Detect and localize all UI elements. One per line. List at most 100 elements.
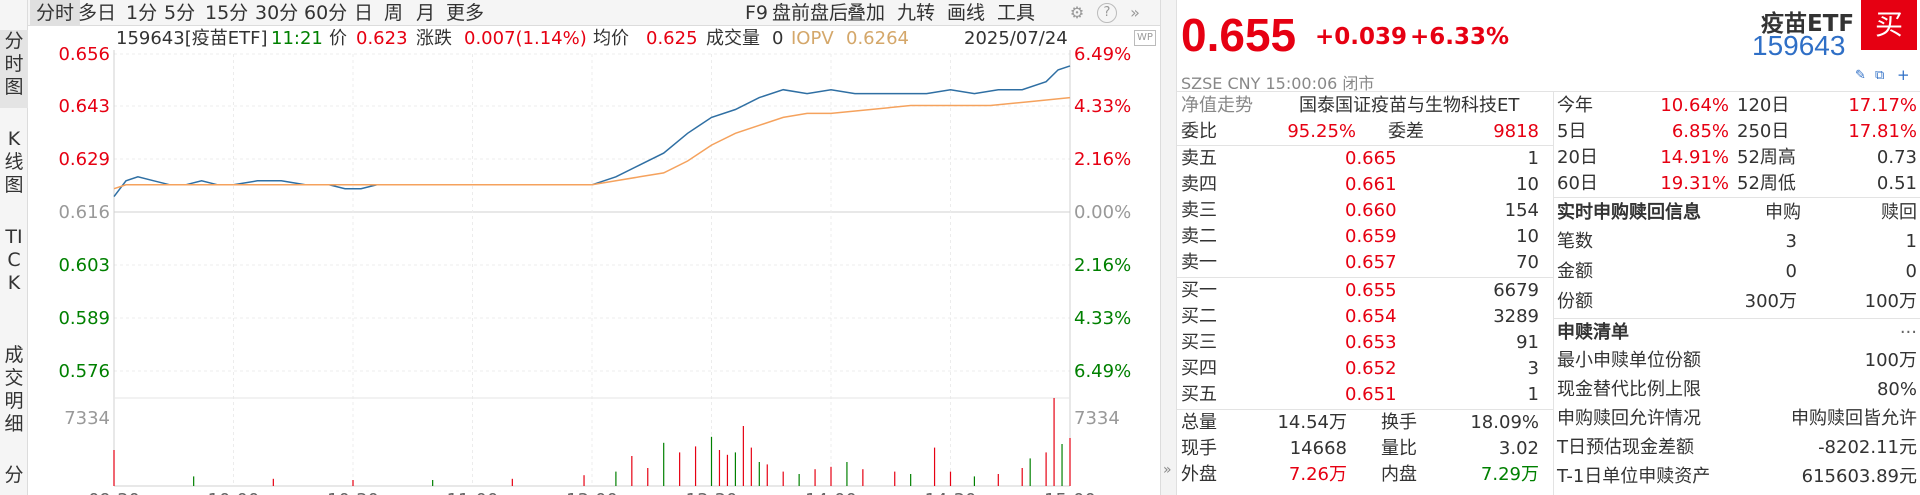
tab-kline-chart[interactable]: K线图	[4, 128, 24, 196]
redemption-list-label: 现金替代比例上限	[1557, 379, 1701, 400]
redemption-list-value: 80%	[1876, 379, 1917, 400]
edit-icon[interactable]: ✎	[1855, 68, 1866, 83]
y-pct-tick-label: 0.00%	[1074, 202, 1131, 223]
net-value-row[interactable]: 净值走势 国泰国证疫苗与生物科技ET	[1181, 93, 1541, 119]
ask-level-row[interactable]: 卖二 0.659 10	[1181, 224, 1541, 250]
toolbar-tool-3[interactable]: 九转	[897, 2, 936, 24]
bid-level-price: 0.651	[1345, 384, 1397, 405]
toolbar-tool-0[interactable]: F9	[745, 2, 769, 24]
wp-badge[interactable]: WP	[1134, 30, 1156, 46]
toolbar-period-1[interactable]: 多日	[78, 2, 117, 24]
y-pct-tick-label: 2.16%	[1074, 149, 1131, 170]
bid-level-row[interactable]: 买四 0.652 3	[1181, 356, 1541, 382]
settings-icon[interactable]: ⚙	[1069, 3, 1085, 22]
add-icon[interactable]: +	[1897, 66, 1910, 84]
redemption-list-row: 现金替代比例上限 80%	[1557, 377, 1917, 403]
bid-level-volume: 3289	[1493, 306, 1539, 327]
toolbar-period-5[interactable]: 30分	[255, 2, 299, 24]
ask-level-price: 0.659	[1345, 226, 1397, 247]
bid-level-price: 0.652	[1345, 358, 1397, 379]
ask-level-label: 卖二	[1181, 226, 1217, 247]
toolbar-tool-5[interactable]: 工具	[997, 2, 1036, 24]
volume-label: 成交量	[706, 28, 760, 49]
y-tick-label: 0.643	[58, 96, 110, 117]
toolbar-period-6[interactable]: 60分	[304, 2, 348, 24]
double-chevron-right-icon[interactable]: »	[1130, 3, 1140, 22]
toolbar-period-7[interactable]: 日	[354, 2, 374, 24]
y-pct-tick-label: 4.33%	[1074, 96, 1131, 117]
bid-level-label: 买二	[1181, 306, 1217, 327]
ask-level-volume: 10	[1516, 174, 1539, 195]
toolbar-tool-4[interactable]: 画线	[947, 2, 986, 24]
bid-level-volume: 91	[1516, 332, 1539, 353]
tab-tick[interactable]: TICK	[5, 226, 23, 294]
iopv-label: IOPV	[791, 28, 834, 49]
redemption-list-value: 100万	[1864, 350, 1917, 371]
last-price: 0.655	[1181, 9, 1297, 61]
x-tick-label: 13:30	[686, 490, 738, 495]
toolbar-tool-2[interactable]: 叠加	[847, 2, 886, 24]
bid-level-row[interactable]: 买五 0.651 1	[1181, 382, 1541, 408]
performance-label: 250日	[1737, 121, 1790, 142]
toolbar-period-8[interactable]: 周	[384, 2, 404, 24]
cursor-avg-price: 0.625	[646, 28, 698, 49]
bid-level-row[interactable]: 买二 0.654 3289	[1181, 304, 1541, 330]
subscription-title: 实时申购赎回信息	[1557, 202, 1701, 223]
avg-price-line	[113, 96, 1071, 190]
bid-level-row[interactable]: 买一 0.655 6679	[1181, 278, 1541, 304]
y-pct-tick-label: 4.33%	[1074, 308, 1131, 329]
y-tick-label: 0.616	[58, 202, 110, 223]
redemption-list-row: T-1日单位申赎资产 615603.89元	[1557, 464, 1917, 490]
bid-level-volume: 6679	[1493, 280, 1539, 301]
more-icon[interactable]: ···	[1899, 322, 1917, 343]
redemption-list-row: 最小申赎单位份额 100万	[1557, 348, 1917, 374]
outer-volume-value: 7.26万	[1288, 464, 1347, 485]
subscription-col-redeem: 赎回	[1881, 202, 1917, 223]
toolbar-period-10[interactable]: 更多	[446, 2, 485, 24]
toolbar-period-0[interactable]: 分时	[30, 0, 81, 26]
performance-value: 10.64%	[1660, 95, 1729, 116]
x-tick-label: 14:30	[925, 490, 977, 495]
ask-level-price: 0.665	[1345, 148, 1397, 169]
volume-ratio-value: 3.02	[1498, 438, 1539, 459]
ask-level-row[interactable]: 卖三 0.660 154	[1181, 198, 1541, 224]
redemption-list-value: 615603.89元	[1801, 466, 1917, 487]
redemption-list-title: 申赎清单	[1557, 322, 1629, 343]
redemption-list-label: 申购赎回允许情况	[1557, 408, 1701, 429]
panel-collapse-strip[interactable]: »	[1161, 0, 1177, 495]
redemption-list-header[interactable]: 申赎清单 ···	[1557, 320, 1917, 346]
subscription-row-label: 笔数	[1557, 231, 1593, 252]
price-volume-chart[interactable]: 0.656 0.643 0.629 0.616 0.603 0.589 0.576 6.49%…	[28, 26, 1160, 495]
tab-trade-detail[interactable]: 成交明细	[4, 344, 24, 435]
ask-level-price: 0.657	[1345, 252, 1397, 273]
subscription-row: 份额 300万 100万	[1557, 289, 1917, 315]
bid-level-label: 买四	[1181, 358, 1217, 379]
volume-axis-label-right: 7334	[1074, 408, 1120, 429]
ask-level-row[interactable]: 卖五 0.665 1	[1181, 146, 1541, 172]
bid-level-row[interactable]: 买三 0.653 91	[1181, 330, 1541, 356]
buy-button[interactable]: 买	[1861, 0, 1917, 50]
x-tick-label: 10:30	[327, 490, 379, 495]
chart-toolbar: 分时 多日 1分 5分 15分 30分 60分日周月更多 F9 盘前盘后 叠加 九转 画线 工具 ⚙? »	[28, 0, 1160, 26]
net-value-label: 净值走势	[1181, 95, 1253, 116]
toolbar-tool-1[interactable]: 盘前盘后	[772, 2, 849, 24]
toolbar-period-4[interactable]: 15分	[205, 2, 249, 24]
copy-icon[interactable]: ⧉	[1875, 68, 1885, 83]
quote-panel: » 0.655 +0.039 +6.33% 疫苗ETF 159643 买 SZS…	[1160, 0, 1920, 495]
toolbar-period-2[interactable]: 1分	[126, 2, 158, 24]
expand-chevron-icon[interactable]: »	[1163, 462, 1172, 478]
ask-level-price: 0.661	[1345, 174, 1397, 195]
toolbar-period-9[interactable]: 月	[416, 2, 436, 24]
stat-row-3: 外盘 7.26万 内盘 7.29万	[1181, 462, 1541, 488]
ask-level-row[interactable]: 卖四 0.661 10	[1181, 172, 1541, 198]
ask-level-volume: 10	[1516, 226, 1539, 247]
toolbar-period-3[interactable]: 5分	[164, 2, 196, 24]
ask-level-row[interactable]: 卖一 0.657 70	[1181, 250, 1541, 276]
subscription-buy-value: 3	[1785, 231, 1797, 252]
tab-partial[interactable]: 分	[4, 464, 24, 486]
performance-label: 120日	[1737, 95, 1790, 116]
price-change-pct: +6.33%	[1410, 24, 1510, 50]
tab-intraday-chart[interactable]: 分时图	[0, 30, 28, 108]
help-icon[interactable]: ?	[1097, 3, 1117, 23]
fund-full-name: 国泰国证疫苗与生物科技ET	[1299, 95, 1520, 116]
